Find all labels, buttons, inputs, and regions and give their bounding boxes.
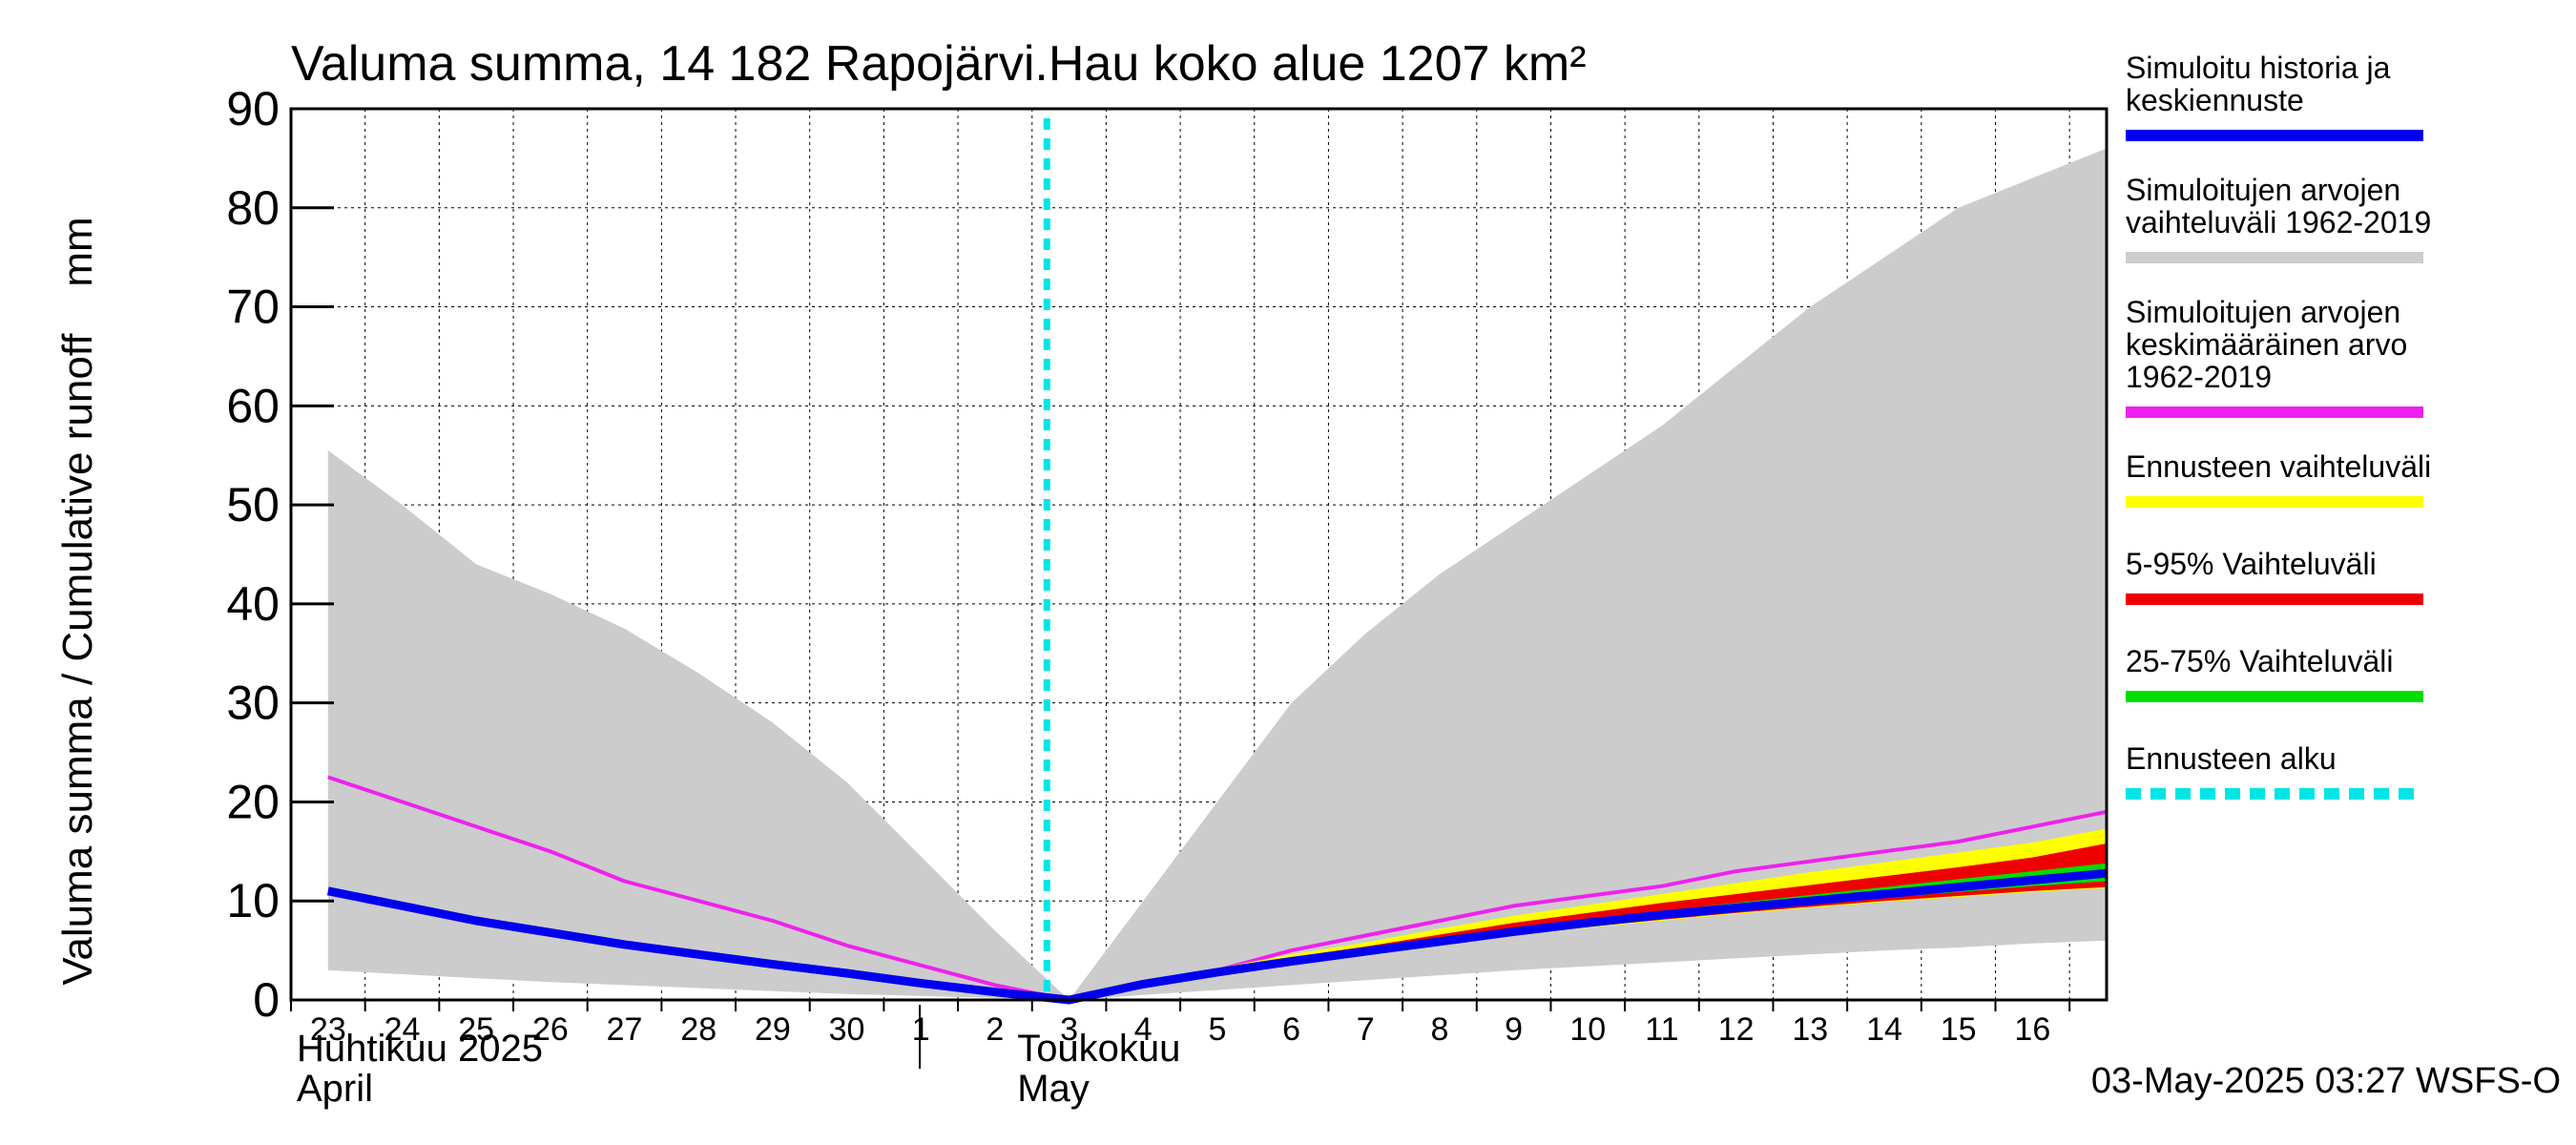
x-tick-label: 28 — [680, 1011, 717, 1048]
x-tick-label: 13 — [1792, 1011, 1828, 1048]
y-axis-label: Valuma summa / Cumulative runoff mm — [54, 217, 101, 985]
x-tick-label: 8 — [1430, 1011, 1448, 1048]
legend-label: 1962-2019 — [2126, 360, 2272, 394]
x-tick-label: 2 — [986, 1011, 1004, 1048]
x-tick-label: 16 — [2014, 1011, 2050, 1048]
legend-label: Ennusteen vaihteluväli — [2126, 449, 2431, 484]
legend-label: 5-95% Vaihteluväli — [2126, 547, 2377, 581]
x-tick-label: 27 — [607, 1011, 643, 1048]
x-tick-label: 9 — [1505, 1011, 1523, 1048]
x-tick-label: 4 — [1134, 1011, 1153, 1048]
x-tick-label: 14 — [1866, 1011, 1902, 1048]
x-tick-label: 5 — [1208, 1011, 1226, 1048]
plot-frame — [289, 107, 2109, 1002]
month-label: Toukokuu — [1017, 1028, 1180, 1070]
legend-label: vaihteluväli 1962-2019 — [2126, 205, 2431, 239]
x-tick-label: 7 — [1357, 1011, 1375, 1048]
legend-label: keskimääräinen arvo — [2126, 327, 2407, 362]
y-tick-label: 50 — [226, 478, 280, 531]
y-tick-label: 70 — [226, 281, 280, 334]
y-tick-label: 10 — [226, 874, 280, 927]
x-tick-label: 25 — [458, 1011, 494, 1048]
y-tick-label: 20 — [226, 775, 280, 828]
month-label: April — [297, 1068, 373, 1110]
series-line — [326, 868, 2108, 1005]
y-tick-label: 60 — [226, 379, 280, 432]
x-tick-label: 26 — [532, 1011, 569, 1048]
y-tick-label: 0 — [253, 973, 280, 1027]
x-tick-label: 12 — [1718, 1011, 1755, 1048]
x-tick-label: 1 — [912, 1011, 930, 1048]
x-tick-label: 15 — [1941, 1011, 1977, 1048]
legend-label: keskiennuste — [2126, 83, 2304, 117]
chart-title: Valuma summa, 14 182 Rapojärvi.Hau koko … — [291, 36, 1587, 92]
legend-label: Simuloitujen arvojen — [2126, 173, 2400, 207]
y-tick-label: 40 — [226, 577, 280, 631]
month-label: May — [1017, 1068, 1090, 1110]
month-label: Huhtikuu 2025 — [297, 1028, 543, 1070]
x-tick-label: 23 — [310, 1011, 346, 1048]
legend-label: Simuloitu historia ja — [2126, 51, 2391, 85]
x-tick-label: 11 — [1645, 1011, 1678, 1048]
x-tick-label: 6 — [1282, 1011, 1300, 1048]
legend-label: Simuloitujen arvojen — [2126, 295, 2400, 329]
x-tick-label: 3 — [1060, 1011, 1078, 1048]
legend-label: Ennusteen alku — [2126, 741, 2337, 776]
x-tick-label: 24 — [384, 1011, 421, 1048]
legend-label: 25-75% Vaihteluväli — [2126, 644, 2393, 678]
footer-timestamp: 03-May-2025 03:27 WSFS-O — [2091, 1061, 2561, 1101]
x-tick-label: 30 — [829, 1011, 865, 1048]
x-tick-label: 29 — [755, 1011, 791, 1048]
series-band — [327, 148, 2107, 1000]
y-tick-label: 80 — [226, 181, 280, 235]
y-tick-label: 90 — [226, 82, 280, 135]
y-tick-label: 30 — [226, 677, 280, 730]
x-tick-label: 10 — [1569, 1011, 1606, 1048]
